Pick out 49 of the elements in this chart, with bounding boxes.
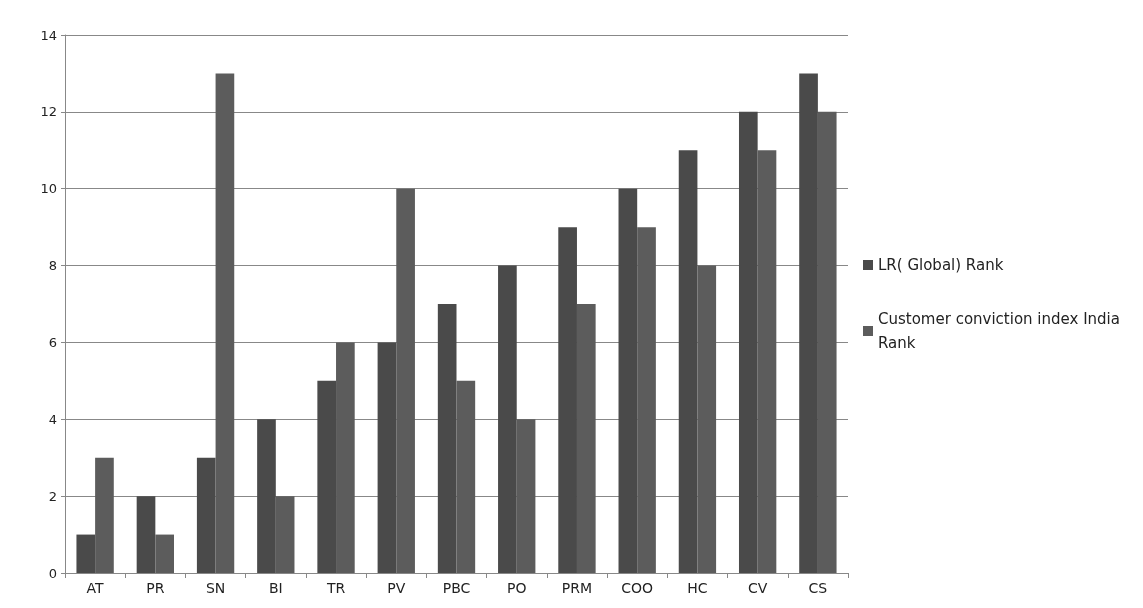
- bar: [618, 188, 638, 573]
- bar: [697, 265, 717, 573]
- bar: [576, 304, 596, 573]
- bar: [817, 111, 837, 573]
- bar: [498, 265, 517, 573]
- x-tick-label: COO: [621, 580, 654, 596]
- bar: [257, 419, 276, 573]
- bar: [516, 419, 536, 573]
- bar: [437, 304, 457, 573]
- y-tick-label: 4: [48, 411, 57, 427]
- legend-label: Customer conviction index India Rank: [878, 310, 1125, 352]
- bar: [275, 496, 295, 573]
- x-tick-label: PV: [387, 580, 406, 596]
- bar: [95, 457, 114, 573]
- bar: [456, 380, 476, 573]
- bar: [396, 188, 415, 573]
- x-tick-label: HC: [687, 580, 708, 596]
- x-tick-label: PR: [146, 580, 165, 596]
- x-tick-label: PBC: [442, 580, 471, 596]
- bar: [637, 227, 656, 573]
- bar: [215, 73, 235, 573]
- x-tick-label: SN: [205, 580, 226, 596]
- bar: [317, 380, 337, 573]
- x-tick-label: PRM: [561, 580, 593, 596]
- bar: [678, 150, 698, 573]
- y-tick-label: 8: [48, 258, 57, 274]
- y-tick-label: 14: [40, 27, 57, 43]
- y-tick-label: 10: [40, 181, 57, 197]
- legend-label: LR( Global) Rank: [878, 256, 1004, 274]
- y-tick-label: 0: [48, 565, 57, 581]
- x-tick-label: PO: [507, 580, 527, 596]
- bar: [757, 150, 777, 573]
- x-tick-label: AT: [86, 580, 105, 596]
- y-tick-label: 2: [48, 488, 57, 504]
- bar: [336, 342, 355, 573]
- bar: [196, 457, 216, 573]
- bar: [136, 496, 156, 573]
- bar: [377, 342, 397, 573]
- bar: [738, 111, 758, 573]
- x-tick-label: CV: [747, 580, 768, 596]
- bar: [76, 534, 96, 573]
- x-tick-label: BI: [268, 580, 283, 596]
- x-tick-label: TR: [325, 580, 346, 596]
- bar: [799, 73, 818, 573]
- bar: [155, 534, 175, 573]
- x-tick-label: CS: [808, 580, 828, 596]
- y-tick-label: 12: [40, 104, 57, 120]
- bar: [558, 227, 577, 573]
- y-tick-label: 6: [48, 334, 57, 350]
